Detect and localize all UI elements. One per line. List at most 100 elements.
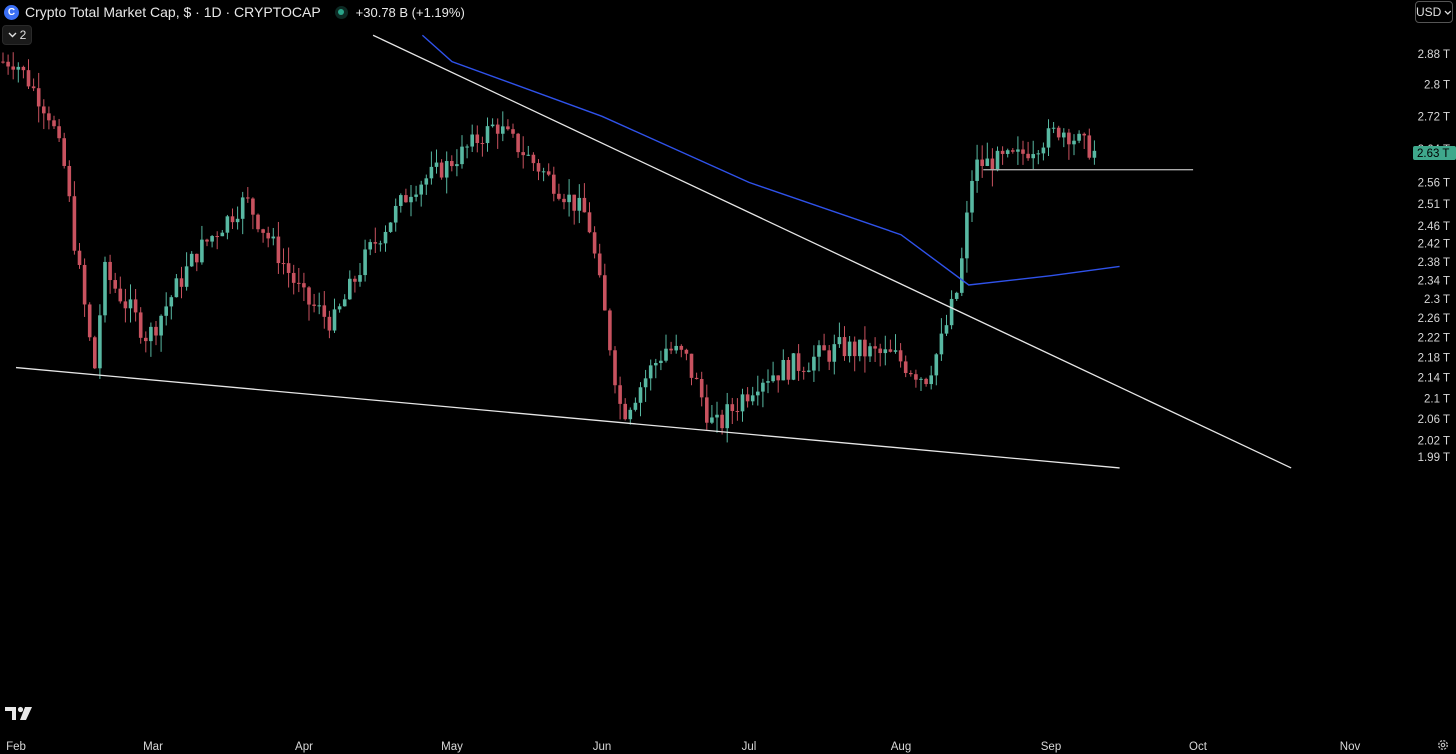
symbol-title[interactable]: Crypto Total Market Cap, $ · 1D · CRYPTO… <box>25 4 321 20</box>
price-axis[interactable]: 2.88 T2.8 T2.72 T2.64 T2.56 T2.51 T2.46 … <box>1418 49 1450 464</box>
indicator-count: 2 <box>19 28 27 42</box>
crypto-icon[interactable]: C <box>4 4 19 20</box>
candle <box>348 278 352 300</box>
candle <box>628 409 633 420</box>
candle <box>251 198 255 215</box>
candle <box>679 345 684 350</box>
candle <box>327 316 332 331</box>
candle <box>399 195 403 206</box>
candle <box>592 232 597 254</box>
price-axis-tick: 2.8 T <box>1424 80 1450 92</box>
candle <box>450 161 454 167</box>
candle <box>363 249 367 276</box>
candle <box>740 394 745 412</box>
price-axis-tick: 2.14 T <box>1418 373 1450 385</box>
candle <box>878 348 882 354</box>
candle <box>643 378 648 388</box>
candle <box>786 359 791 380</box>
candle <box>995 150 1000 171</box>
candle <box>465 146 469 148</box>
candle <box>608 310 612 351</box>
candle <box>781 359 786 381</box>
candle <box>414 194 418 197</box>
time-axis-tick: Mar <box>143 741 163 753</box>
candle <box>766 381 770 383</box>
candle <box>128 299 133 309</box>
candle <box>200 239 204 263</box>
candle <box>654 363 658 366</box>
candle <box>98 315 102 369</box>
candle <box>434 162 439 167</box>
candle <box>883 349 888 354</box>
trend-line-resistance[interactable] <box>372 34 1292 469</box>
candle <box>949 298 954 326</box>
candle <box>1041 147 1046 154</box>
candle <box>225 216 230 233</box>
candle <box>317 305 321 307</box>
moving-average-line <box>421 34 1120 286</box>
candle <box>1046 128 1051 148</box>
candle <box>633 402 638 410</box>
candle <box>705 397 709 423</box>
candle <box>521 152 525 156</box>
overlay-lines <box>15 34 1292 469</box>
candle <box>322 305 327 317</box>
candle <box>501 126 505 134</box>
candle <box>276 236 281 264</box>
candle <box>174 278 179 298</box>
gear-icon[interactable] <box>1436 738 1450 752</box>
candle <box>47 113 51 121</box>
candle <box>480 143 485 145</box>
candle <box>1036 153 1041 155</box>
time-axis-tick: Aug <box>891 741 911 753</box>
indicators-collapse-button[interactable]: 2 <box>2 25 32 45</box>
candle <box>536 163 541 172</box>
candle <box>664 348 668 361</box>
candle <box>970 180 974 213</box>
candle <box>31 86 36 89</box>
price-axis-tick: 2.51 T <box>1418 199 1450 211</box>
candle <box>613 350 617 386</box>
candle <box>903 361 908 374</box>
time-axis-tick: Jun <box>593 741 612 753</box>
chevron-down-icon <box>8 32 17 38</box>
candle <box>822 345 826 351</box>
candle <box>562 198 566 203</box>
time-axis-tick: Oct <box>1189 741 1208 753</box>
candle <box>919 378 923 380</box>
candle <box>689 353 694 378</box>
time-axis[interactable]: Feb Mar Apr May Jun Jul Aug Sep Oct Nov <box>6 741 1360 753</box>
chevron-down-icon <box>1444 10 1452 15</box>
candle <box>720 414 724 429</box>
currency-select[interactable]: USD <box>1415 1 1453 23</box>
time-axis-tick: Apr <box>295 741 313 753</box>
candle <box>230 216 235 223</box>
candle <box>750 395 755 402</box>
time-axis-tick: Feb <box>6 741 26 753</box>
candle <box>429 166 434 179</box>
candle <box>1082 133 1086 136</box>
candle <box>138 312 143 338</box>
candle <box>909 373 913 375</box>
candle <box>256 214 260 230</box>
candle <box>582 197 587 213</box>
current-price-label: 2.63 T <box>1413 145 1456 160</box>
candle <box>108 261 112 281</box>
candle <box>674 345 678 351</box>
time-axis-tick: Sep <box>1041 741 1061 753</box>
candle <box>577 197 582 211</box>
candle <box>985 158 990 166</box>
candle <box>990 158 995 171</box>
candle <box>801 370 806 372</box>
candle <box>776 375 780 381</box>
price-axis-tick: 1.99 T <box>1418 452 1450 464</box>
candle <box>87 304 92 338</box>
current-price-badge <box>1413 145 1456 160</box>
tradingview-logo-icon[interactable] <box>5 705 35 721</box>
trend-line-support[interactable] <box>15 366 1120 469</box>
time-axis-tick: Nov <box>1340 741 1361 753</box>
candle <box>495 124 500 134</box>
candle <box>261 229 265 233</box>
candle <box>368 242 372 250</box>
